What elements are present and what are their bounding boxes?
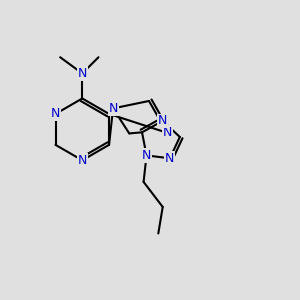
Text: N: N (165, 152, 175, 165)
Text: N: N (108, 102, 118, 115)
Text: N: N (158, 114, 167, 128)
Text: N: N (163, 126, 172, 139)
Text: N: N (78, 67, 87, 80)
Text: N: N (142, 149, 151, 162)
Text: N: N (51, 107, 60, 120)
Text: N: N (78, 154, 87, 167)
